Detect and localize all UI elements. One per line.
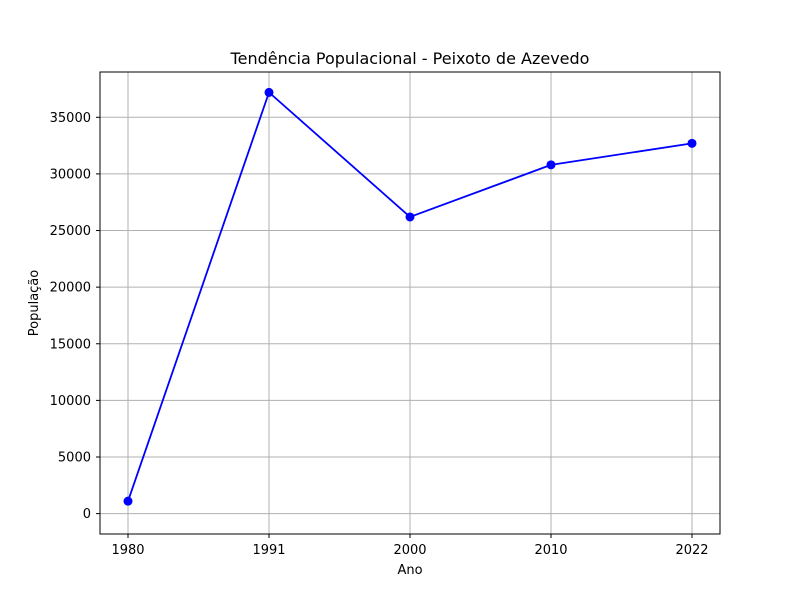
series-layer — [123, 87, 697, 506]
y-tick-label: 5000 — [58, 451, 91, 466]
y-tick-label: 25000 — [50, 224, 91, 239]
y-tick-label: 20000 — [50, 281, 91, 296]
tick-layer: 0 5000 10000 15000 20000 25000 30000 35000 1980 1… — [50, 111, 709, 558]
x-tick-label: 1980 — [111, 543, 144, 558]
x-tick-label: 1991 — [252, 543, 285, 558]
grid-layer — [100, 72, 720, 534]
y-tick-label: 30000 — [50, 167, 91, 182]
x-tick-label: 2022 — [675, 543, 708, 558]
data-point-1991 — [264, 87, 274, 97]
data-point-2010 — [546, 160, 556, 170]
data-point-2000 — [405, 212, 415, 222]
data-point-2022 — [687, 138, 697, 148]
y-tick-label: 35000 — [50, 111, 91, 126]
x-axis-label: Ano — [397, 563, 422, 578]
y-tick-label: 15000 — [50, 337, 91, 352]
chart-title: Tendência Populacional - Peixoto de Azev… — [230, 49, 590, 68]
y-axis-label: População — [27, 270, 42, 337]
y-tick-label: 0 — [83, 507, 91, 522]
y-tick-label: 10000 — [50, 394, 91, 409]
data-point-1980 — [123, 496, 133, 506]
x-tick-label: 2000 — [393, 543, 426, 558]
x-tick-label: 2010 — [534, 543, 567, 558]
